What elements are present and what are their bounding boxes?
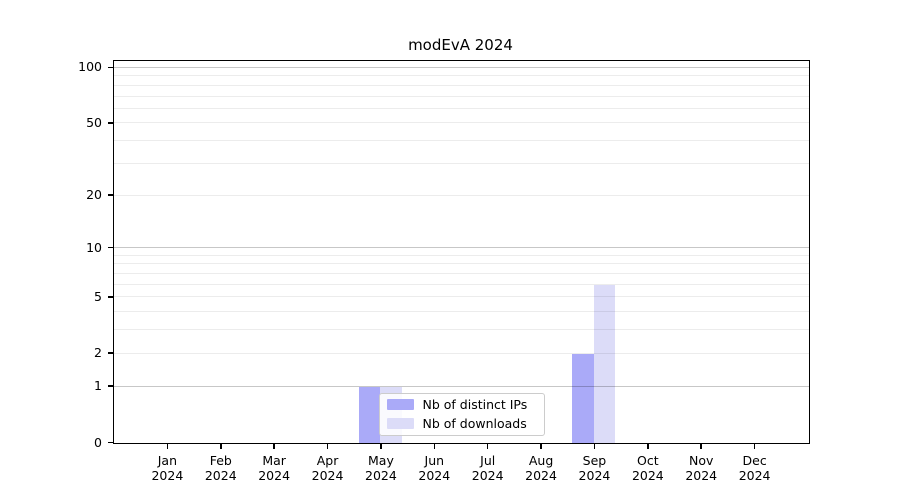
x-tick-mar xyxy=(273,444,275,449)
y-tick-0 xyxy=(108,441,113,444)
y-tick-label-5: 5 xyxy=(94,288,102,304)
y-tick-label-20: 20 xyxy=(86,187,102,203)
gridline-y-70 xyxy=(113,95,809,97)
y-tick-label-10: 10 xyxy=(86,239,102,255)
x-tick-apr xyxy=(326,444,329,449)
x-tick-label-nov: Nov 2024 xyxy=(685,453,718,483)
gridline-y-10 xyxy=(113,247,809,249)
legend-row-distinct-ips: Nb of distinct IPs xyxy=(386,397,537,412)
y-tick-2 xyxy=(108,352,113,354)
chart-title: modEvA 2024 xyxy=(408,36,513,54)
x-tick-dec xyxy=(753,444,756,449)
gridline-y-100 xyxy=(113,66,809,68)
x-tick-feb xyxy=(220,444,222,449)
x-tick-jan xyxy=(166,444,169,449)
x-tick-label-mar: Mar 2024 xyxy=(258,453,291,483)
bar-distinct-ips-may xyxy=(358,386,381,443)
y-tick-10 xyxy=(108,246,113,249)
x-tick-sep xyxy=(593,444,596,449)
y-tick-label-2: 2 xyxy=(94,345,102,361)
y-tick-label-100: 100 xyxy=(78,59,102,75)
x-tick-aug xyxy=(540,444,542,449)
legend-label: Nb of downloads xyxy=(422,416,527,431)
y-tick-100 xyxy=(108,66,113,69)
y-tick-5 xyxy=(108,296,113,298)
gridline-y-5 xyxy=(113,296,809,298)
legend: Nb of distinct IPs Nb of downloads xyxy=(378,392,545,436)
gridline-y-50 xyxy=(113,122,809,124)
gridline-y-7 xyxy=(113,273,809,275)
x-tick-label-jan: Jan 2024 xyxy=(151,453,184,483)
x-tick-label-may: May 2024 xyxy=(365,453,397,483)
legend-label: Nb of distinct IPs xyxy=(422,397,528,412)
legend-swatch-icon xyxy=(386,399,414,410)
y-tick-label-50: 50 xyxy=(86,114,102,130)
gridline-y-4 xyxy=(113,311,809,313)
gridline-y-9 xyxy=(113,254,809,256)
gridline-y-60 xyxy=(113,107,809,109)
x-tick-label-dec: Dec 2024 xyxy=(738,453,771,483)
x-tick-label-aug: Aug 2024 xyxy=(525,453,557,483)
x-tick-label-feb: Feb 2024 xyxy=(204,453,237,483)
y-tick-label-1: 1 xyxy=(94,378,102,394)
x-tick-label-oct: Oct 2024 xyxy=(631,453,664,483)
gridline-y-8 xyxy=(113,263,809,265)
x-tick-oct xyxy=(647,444,649,449)
bar-distinct-ips-sep xyxy=(572,353,594,443)
plot-area xyxy=(112,60,810,444)
x-tick-jun xyxy=(433,444,436,449)
y-tick-50 xyxy=(108,122,113,124)
x-tick-label-jul: Jul 2024 xyxy=(471,453,504,483)
gridline-y-80 xyxy=(113,84,809,86)
gridline-y-6 xyxy=(113,283,809,285)
gridline-y-2 xyxy=(113,352,809,354)
x-tick-nov xyxy=(700,444,702,449)
x-tick-jul xyxy=(486,444,489,449)
gridline-y-3 xyxy=(113,329,809,331)
bar-downloads-sep xyxy=(593,284,616,443)
x-tick-label-apr: Apr 2024 xyxy=(311,453,344,483)
gridline-y-1 xyxy=(113,385,809,387)
x-tick-may xyxy=(380,444,382,449)
gridline-y-20 xyxy=(113,194,809,196)
x-tick-label-jun: Jun 2024 xyxy=(418,453,451,483)
x-tick-label-sep: Sep 2024 xyxy=(578,453,611,483)
y-tick-1 xyxy=(108,385,113,387)
y-tick-20 xyxy=(108,194,113,196)
gridline-y-30 xyxy=(113,162,809,164)
gridline-y-90 xyxy=(113,75,809,77)
legend-swatch-icon xyxy=(386,418,414,429)
legend-row-downloads: Nb of downloads xyxy=(386,416,537,431)
y-tick-label-0: 0 xyxy=(94,434,102,450)
gridline-y-40 xyxy=(113,140,809,142)
